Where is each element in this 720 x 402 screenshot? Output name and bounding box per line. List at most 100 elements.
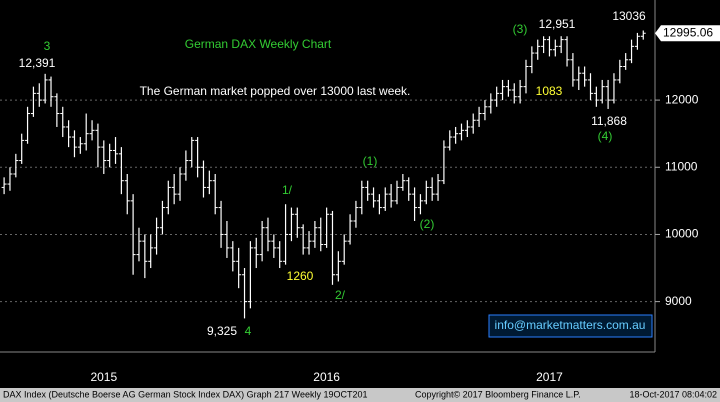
ohlc-bar [406,177,412,201]
ohlc-bar [623,53,629,70]
ohlc-bar [7,167,13,191]
ohlc-bar [529,46,535,74]
ohlc-bar [1,177,7,195]
chart-title: German DAX Weekly Chart [185,37,332,51]
annotation: 1/ [282,183,293,197]
ohlc-bar [107,143,113,168]
ohlc-bar [400,173,406,191]
ohlc-bar [183,150,189,181]
annotation: (4) [598,129,613,143]
ohlc-bar [564,36,570,67]
ohlc-bar [353,200,359,228]
ohlc-bar [429,177,435,201]
annotation: (3) [513,22,528,36]
ohlc-bar [247,241,253,309]
ohlc-bar [95,123,101,168]
annotation: 12,391 [19,56,56,70]
ohlc-bar [30,86,36,117]
ohlc-bar [464,120,470,138]
ohlc-bar [593,86,599,107]
ohlc-bar [89,120,95,141]
ohlc-bar [66,120,72,148]
ohlc-bar [13,153,19,178]
ohlc-bar [71,130,77,158]
ohlc-bar [558,36,564,54]
ohlc-bar [511,83,517,104]
ohlc-bar [523,59,529,94]
annotation: 1260 [287,269,314,283]
ohlc-bar [324,207,330,248]
ohlc-bar [300,224,306,255]
y-tick-label: 9000 [665,294,692,308]
ohlc-bar [470,113,476,134]
ohlc-bar [488,93,494,114]
annotation: 4 [245,324,252,338]
ohlc-bar [288,207,294,242]
ohlc-bar [329,210,335,285]
ohlc-bar [277,241,283,269]
ohlc-bar [218,200,224,248]
ohlc-bar [312,221,318,248]
ohlc-bar [200,160,206,198]
x-tick-label: 2016 [313,370,340,384]
ohlc-bar [171,173,177,205]
ohlc-bar [294,207,300,238]
ohlc-bar [48,76,54,107]
ohlc-bar [552,39,558,57]
footer-source: DAX Index (Deutsche Boerse AG German Sto… [3,389,368,399]
ohlc-bar [382,187,388,211]
ohlc-bar [42,73,48,104]
ohlc-bar [124,173,130,215]
ohlc-bar [394,180,400,205]
ohlc-bar [376,194,382,215]
watermark: info@marketmatters.com.au [495,318,646,332]
ohlc-bar [36,83,42,107]
ohlc-bar [494,86,500,107]
ohlc-bar [60,106,66,138]
ohlc-bar [271,234,277,258]
ohlc-bar [212,173,218,215]
ohlc-bar [253,237,259,269]
ohlc-bar [242,268,248,319]
ohlc-bar [500,79,506,101]
ohlc-bar [165,180,171,215]
ohlc-bar [476,106,482,127]
annotation: 9,325 [207,324,237,338]
last-price-label: 12995.06 [663,25,713,39]
ohlc-bar [83,113,89,151]
annotation: (1) [363,154,378,168]
ohlc-bar [535,39,541,60]
ohlc-bar [517,79,523,104]
ohlc-bar [101,140,107,174]
ohlc-bar [371,187,377,208]
ohlc-bar [388,184,394,208]
ohlc-bar [617,59,623,84]
ohlc-bar [417,194,423,215]
ohlc-bar [423,180,429,205]
ohlc-bar [412,187,418,222]
ohlc-bar [335,251,341,282]
annotation: 13036 [612,9,646,23]
ohlc-bar [154,217,160,255]
ohlc-bar [576,66,582,91]
ohlc-bar [599,79,605,104]
ohlc-bar [582,66,588,87]
x-tick-label: 2017 [536,370,563,384]
ohlc-bar [318,217,324,252]
ohlc-bar [640,30,646,40]
ohlc-bar [118,147,124,195]
ohlc-bar [453,126,459,144]
annotation: 2/ [335,288,346,302]
ohlc-bar [359,180,365,215]
ohlc-bar [629,39,635,64]
chart-subtitle: The German market popped over 13000 last… [140,84,411,98]
ohlc-bar [159,200,165,235]
ohlc-bar [283,204,289,265]
ohlc-bar [435,173,441,201]
ohlc-bar [447,130,453,151]
ohlc-bar [19,133,25,164]
y-tick-label: 11000 [665,159,698,173]
ohlc-bar [259,221,265,262]
